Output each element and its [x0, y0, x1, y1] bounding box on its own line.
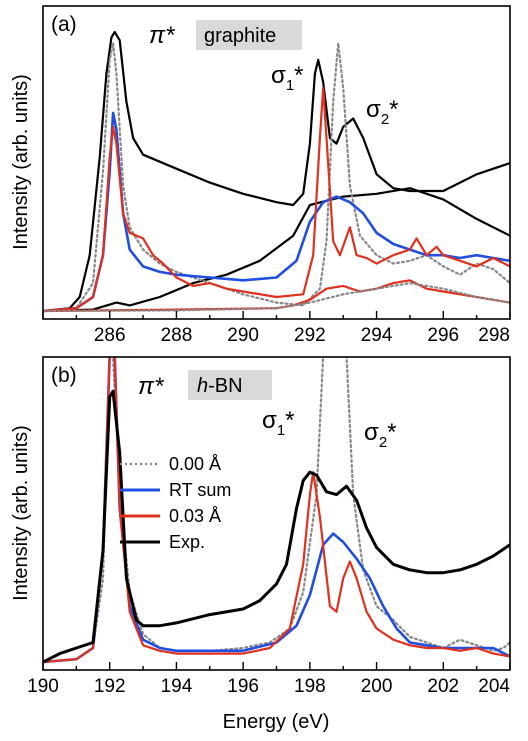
panel-hbn: 190 192 194 196 198 200 202 204 (b) π* h-BN σ1*… — [10, 356, 511, 733]
x-axis-title: Energy (eV) — [223, 711, 330, 733]
x-tick-label: 192 — [94, 676, 126, 697]
series-line-exp — [43, 389, 510, 664]
x-tick-label: 196 — [227, 676, 259, 697]
sigma1-label-b: σ1* — [262, 407, 295, 439]
series-line-calc_003 — [43, 86, 510, 313]
series-line-calc_003_diff — [43, 279, 510, 313]
series-group-b — [43, 357, 510, 664]
series-line-calc_0 — [43, 42, 510, 313]
legend-label: 0.03 Å — [169, 506, 221, 526]
series-line-rt_sum — [43, 111, 510, 313]
panel-label-a: (a) — [51, 13, 77, 36]
legend-label: RT sum — [169, 480, 231, 500]
x-tick-label: 204 — [478, 676, 510, 697]
x-ticks-b: 190 192 194 196 198 200 202 204 — [27, 662, 511, 697]
sigma1-label-a: σ1* — [271, 62, 304, 94]
series-line-exp_lower — [43, 187, 510, 313]
panel-label-b: (b) — [51, 364, 77, 387]
x-tick-label: 296 — [427, 325, 459, 346]
sample-badge-text-a: graphite — [204, 25, 276, 47]
x-tick-label: 190 — [27, 676, 59, 697]
pi-star-label-a: π* — [149, 22, 175, 49]
x-tick-label: 198 — [294, 676, 326, 697]
x-tick-label: 294 — [361, 325, 393, 346]
legend-label: 0.00 Å — [169, 454, 221, 474]
sample-badge-text-b: h-BN — [197, 375, 243, 397]
x-tick-label: 298 — [478, 325, 510, 346]
legend-label: Exp. — [169, 532, 205, 552]
x-ticks-a: 286 288 290 292 294 296 298 — [42, 311, 511, 346]
series-line-rt_sum — [43, 357, 510, 664]
series-group-a — [43, 30, 510, 313]
pi-star-label-b: π* — [138, 373, 164, 400]
x-tick-label: 286 — [94, 325, 126, 346]
sample-badge-b — [188, 370, 272, 400]
sigma2-label-a: σ2* — [366, 96, 399, 128]
x-tick-label: 292 — [294, 325, 326, 346]
legend: 0.00 Å RT sum 0.03 Å Exp. — [120, 454, 231, 552]
x-tick-label: 194 — [161, 676, 193, 697]
sigma2-label-b: σ2* — [364, 419, 397, 451]
x-tick-label: 290 — [227, 325, 259, 346]
y-axis-title-a: Intensity (arb. units) — [10, 74, 32, 250]
y-axis-title-b: Intensity (arb. units) — [10, 425, 32, 601]
series-line-calc_0_diff — [43, 282, 510, 313]
x-tick-label: 202 — [427, 676, 459, 697]
plot-frame-a — [42, 5, 511, 320]
x-tick-label: 288 — [161, 325, 193, 346]
panel-graphite: 286 288 290 292 294 296 298 (a) π* graphite σ1… — [10, 5, 511, 346]
series-line-exp_upper — [43, 30, 510, 313]
x-tick-label: 200 — [361, 676, 393, 697]
sample-badge-a — [196, 20, 302, 50]
